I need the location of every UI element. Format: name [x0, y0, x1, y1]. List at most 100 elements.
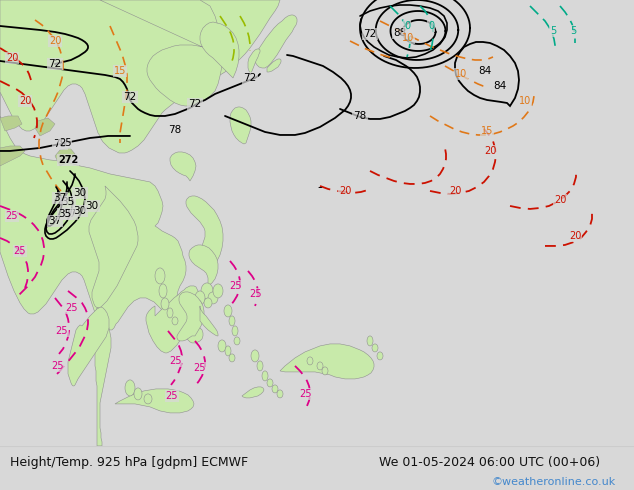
Ellipse shape [224, 305, 232, 317]
Text: 37: 37 [48, 216, 61, 226]
Polygon shape [189, 245, 218, 286]
Text: 25: 25 [51, 361, 63, 371]
Text: 25: 25 [229, 281, 242, 291]
Polygon shape [170, 152, 196, 181]
Text: 72: 72 [363, 29, 377, 39]
Text: 5: 5 [570, 26, 576, 36]
Text: 30: 30 [74, 206, 87, 216]
Ellipse shape [155, 268, 165, 284]
Polygon shape [230, 107, 251, 144]
Text: 25: 25 [169, 356, 181, 366]
Text: 78: 78 [53, 139, 67, 149]
Text: 72: 72 [188, 99, 202, 109]
Ellipse shape [257, 361, 263, 371]
Text: 272: 272 [58, 155, 78, 165]
Text: 30: 30 [86, 201, 98, 211]
Ellipse shape [201, 283, 213, 299]
Text: 84: 84 [493, 81, 507, 91]
Text: 84: 84 [479, 66, 491, 76]
Ellipse shape [167, 308, 173, 318]
Text: 20: 20 [554, 195, 566, 205]
Text: 30: 30 [74, 188, 87, 198]
Text: 10: 10 [455, 69, 467, 79]
Text: 25: 25 [14, 246, 26, 256]
Ellipse shape [307, 357, 313, 365]
Text: 20: 20 [569, 231, 581, 241]
Ellipse shape [125, 380, 135, 396]
Ellipse shape [232, 326, 238, 336]
Polygon shape [0, 0, 280, 153]
Polygon shape [254, 15, 297, 68]
Text: We 01-05-2024 06:00 UTC (00+06): We 01-05-2024 06:00 UTC (00+06) [379, 456, 600, 469]
Polygon shape [0, 146, 25, 166]
Text: 72: 72 [243, 73, 257, 83]
Polygon shape [115, 389, 194, 413]
Text: 15: 15 [114, 66, 126, 76]
Ellipse shape [134, 388, 142, 400]
Text: ©weatheronline.co.uk: ©weatheronline.co.uk [491, 477, 616, 487]
Ellipse shape [234, 337, 240, 345]
Ellipse shape [229, 354, 235, 362]
Text: 20: 20 [19, 96, 31, 106]
Polygon shape [280, 344, 374, 379]
Polygon shape [0, 0, 203, 343]
Text: 78: 78 [353, 111, 366, 121]
Text: 20: 20 [484, 146, 496, 156]
Ellipse shape [267, 379, 273, 387]
Text: 25: 25 [300, 389, 313, 399]
Ellipse shape [277, 390, 283, 398]
Polygon shape [186, 196, 223, 263]
Ellipse shape [208, 292, 218, 304]
Polygon shape [177, 292, 204, 341]
Ellipse shape [229, 316, 235, 326]
Text: 20: 20 [339, 186, 351, 196]
Ellipse shape [322, 367, 328, 375]
Text: 25: 25 [6, 211, 18, 221]
Text: 0: 0 [404, 21, 410, 31]
Text: 37: 37 [53, 193, 67, 203]
Polygon shape [200, 306, 218, 336]
Text: 35: 35 [61, 197, 75, 207]
Text: 25: 25 [165, 391, 178, 401]
Ellipse shape [272, 385, 278, 393]
Polygon shape [146, 286, 200, 353]
Polygon shape [0, 116, 22, 131]
Polygon shape [89, 186, 138, 308]
Ellipse shape [194, 300, 202, 312]
Ellipse shape [377, 352, 383, 360]
Ellipse shape [213, 284, 223, 298]
Text: 25: 25 [59, 138, 71, 148]
Polygon shape [242, 387, 264, 398]
Text: 10: 10 [402, 33, 414, 43]
Polygon shape [95, 308, 111, 446]
Text: 5: 5 [550, 26, 556, 36]
Ellipse shape [225, 346, 231, 356]
Text: 20: 20 [6, 53, 18, 63]
Text: -: - [318, 181, 322, 195]
Ellipse shape [172, 317, 178, 325]
Text: Height/Temp. 925 hPa [gdpm] ECMWF: Height/Temp. 925 hPa [gdpm] ECMWF [10, 456, 248, 469]
Ellipse shape [159, 284, 167, 298]
Text: 20: 20 [49, 36, 61, 46]
Polygon shape [267, 59, 281, 72]
Polygon shape [35, 118, 55, 136]
Polygon shape [55, 148, 75, 166]
Ellipse shape [218, 340, 226, 352]
Text: 37: 37 [63, 209, 77, 219]
Ellipse shape [195, 291, 205, 305]
Text: 72: 72 [124, 92, 136, 102]
Polygon shape [100, 0, 223, 106]
Ellipse shape [204, 298, 212, 308]
Text: 35: 35 [58, 209, 72, 219]
Text: 10: 10 [519, 96, 531, 106]
Ellipse shape [372, 344, 378, 352]
Text: 72: 72 [48, 59, 61, 69]
Text: 20: 20 [449, 186, 461, 196]
Ellipse shape [262, 371, 268, 381]
Ellipse shape [317, 362, 323, 370]
Ellipse shape [144, 394, 152, 404]
Text: 25: 25 [249, 289, 261, 299]
Ellipse shape [251, 350, 259, 362]
Text: 15: 15 [481, 126, 493, 136]
Ellipse shape [161, 298, 169, 310]
